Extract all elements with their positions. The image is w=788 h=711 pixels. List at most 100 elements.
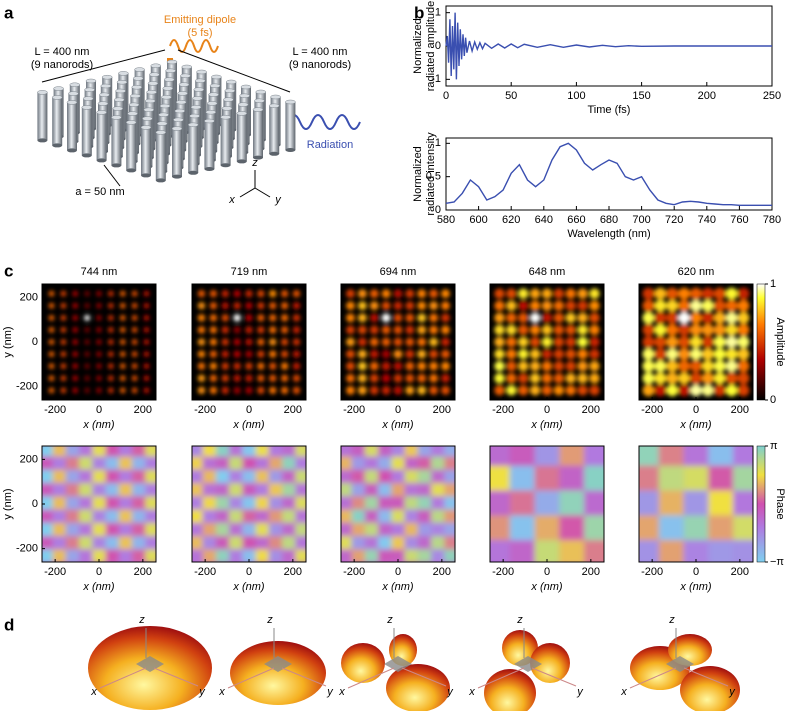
map-spot: [245, 302, 253, 310]
x-tick-label: 100: [567, 90, 585, 102]
map-cells: [639, 446, 753, 562]
map-cell: [255, 469, 269, 484]
nanorod-top: [187, 122, 199, 128]
colorbar-tick-label: π: [770, 440, 778, 452]
nanorod-top: [162, 86, 174, 91]
map-spot: [209, 362, 218, 370]
map-spot: [642, 287, 655, 300]
map-cell: [490, 446, 510, 466]
map-spot: [96, 363, 102, 370]
map-spot: [737, 299, 750, 312]
map-spot: [257, 338, 265, 346]
map-cell: [584, 490, 604, 516]
plot-frame: [445, 137, 773, 211]
map-cell: [444, 549, 455, 562]
x-tick-label: 200: [698, 90, 716, 102]
map-spot: [381, 361, 391, 371]
map-spot: [209, 289, 218, 298]
map-cell: [255, 522, 269, 537]
map-spot: [713, 323, 726, 336]
map-spot: [642, 384, 655, 397]
x-tick-label: 0: [693, 566, 699, 578]
map-spot: [84, 339, 91, 345]
map-cell: [559, 515, 585, 541]
map-spot: [143, 302, 150, 309]
map-spot: [221, 374, 229, 382]
map-cell: [534, 515, 560, 541]
nanorod: [172, 128, 182, 177]
map-cell: [431, 456, 445, 470]
map-spot: [233, 314, 241, 322]
map-spot: [269, 326, 277, 334]
map-spot: [713, 311, 726, 324]
map-cell: [255, 446, 269, 457]
map-spot: [441, 349, 450, 359]
lobe: [230, 641, 326, 705]
map-cell: [132, 456, 146, 470]
x-tick-label: 200: [433, 404, 451, 416]
map-cell: [52, 522, 66, 537]
map-spot: [529, 360, 541, 372]
map-cell: [118, 536, 133, 550]
x-axis-label: x (nm): [381, 581, 414, 593]
map-spot: [393, 349, 403, 359]
map-spot: [713, 372, 726, 385]
nanorod-top: [268, 103, 280, 109]
x-tick-label: -200: [641, 566, 663, 578]
map-cell: [708, 540, 734, 562]
map-spot: [119, 387, 126, 394]
map-spot: [589, 324, 600, 336]
radiation-pattern: [227, 628, 327, 705]
map-spot: [642, 299, 655, 312]
amplitude-map: [341, 284, 455, 400]
nanorod-top: [85, 78, 97, 84]
nanorod-top: [181, 64, 193, 70]
map-spot: [96, 375, 102, 382]
map-spot: [405, 301, 415, 311]
map-spot: [506, 288, 517, 299]
map-cell: [92, 469, 106, 484]
nanorod: [81, 107, 92, 156]
map-spot: [737, 323, 750, 336]
map-cell: [105, 536, 119, 550]
map-spot: [369, 325, 379, 335]
map-cell: [341, 496, 352, 510]
nanorod: [52, 97, 63, 146]
map-spot: [107, 339, 114, 345]
map-title: 620 nm: [678, 266, 715, 278]
map-spot: [60, 314, 67, 321]
map-spot: [690, 360, 702, 373]
map-spot: [245, 350, 253, 358]
map-cell: [584, 540, 604, 562]
map-spot: [131, 375, 138, 382]
nanorod-top: [239, 93, 250, 99]
map-cell: [490, 465, 510, 491]
map-cell: [391, 456, 405, 470]
map-cell: [79, 446, 93, 457]
map-spot: [197, 362, 206, 370]
map-spot: [197, 289, 206, 298]
map-cell: [42, 496, 53, 510]
x-tick-label: -200: [194, 404, 216, 416]
x-tick-label: 200: [433, 566, 451, 578]
map-cell: [658, 515, 684, 541]
array-icon: [384, 656, 412, 672]
map-spot: [369, 373, 379, 383]
map-spot: [233, 338, 241, 346]
x-axis-label: x (nm): [530, 581, 563, 593]
map-spot: [269, 338, 277, 346]
map-spot: [654, 336, 667, 348]
map-spot: [346, 289, 355, 299]
nanorod-base: [269, 151, 280, 156]
map-cell: [444, 456, 455, 470]
map-spot: [257, 362, 265, 370]
map-spot: [494, 348, 505, 360]
map-cell: [341, 483, 352, 497]
map-spot: [577, 385, 588, 396]
map-cell: [639, 446, 659, 466]
map-cell: [431, 446, 445, 457]
map-spot: [690, 384, 702, 397]
map-spot: [417, 385, 427, 395]
map-spot: [441, 373, 450, 383]
